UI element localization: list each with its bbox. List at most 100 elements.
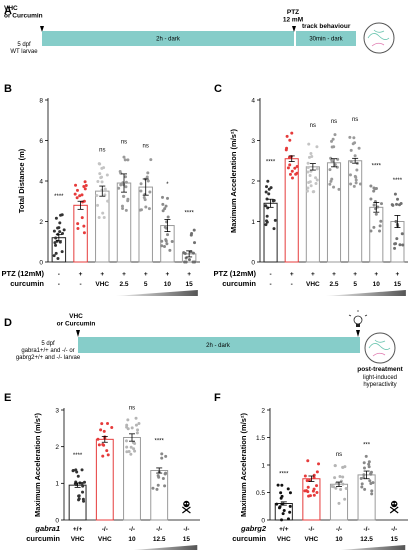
data-point: [160, 452, 164, 456]
data-point: [74, 183, 78, 187]
y-tick-label: 3: [55, 407, 59, 414]
significance-label: ****: [393, 178, 403, 184]
data-point: [276, 483, 280, 487]
data-point: [369, 470, 373, 474]
row-value: 2.5: [119, 281, 128, 288]
data-point: [163, 484, 167, 488]
row-value: -: [291, 281, 293, 288]
data-point: [310, 155, 314, 159]
panel-a-treatment: VHC or Curcumin: [4, 5, 43, 19]
data-point: [190, 232, 194, 236]
row-value: -: [269, 271, 271, 278]
data-point: [367, 462, 371, 466]
data-point: [155, 487, 159, 491]
data-point: [362, 461, 366, 465]
data-point: [82, 231, 86, 235]
data-point: [330, 139, 334, 143]
data-point: [352, 136, 356, 140]
significance-label: ns: [143, 143, 149, 149]
data-point: [349, 182, 353, 186]
row-value: 15: [391, 536, 399, 543]
row-value: +: [311, 271, 315, 278]
data-point: [82, 224, 86, 228]
data-point: [52, 254, 56, 258]
data-point: [83, 180, 87, 184]
data-point: [367, 465, 371, 469]
data-point: [97, 162, 101, 166]
data-point: [395, 202, 399, 206]
data-point: [328, 168, 332, 172]
panel-b-letter: B: [4, 83, 12, 95]
row-value: -/-: [364, 526, 370, 533]
significance-label: ns: [121, 139, 127, 145]
row-label: PTZ (12mM): [1, 269, 44, 278]
data-point: [126, 427, 130, 431]
data-point: [333, 464, 337, 468]
data-point: [135, 431, 139, 435]
panel-d-letter: D: [4, 317, 12, 329]
row-value: 12.5: [153, 536, 166, 543]
data-point: [278, 505, 282, 509]
data-point: [315, 484, 319, 488]
data-point: [126, 158, 130, 162]
skull-icon: [182, 500, 191, 514]
data-point: [52, 229, 56, 233]
panel-a-ptz: PTZ 12 mM: [283, 9, 303, 23]
data-point: [290, 131, 294, 135]
data-point: [286, 166, 290, 170]
data-point: [279, 496, 283, 500]
row-value: -: [269, 281, 271, 288]
data-point: [286, 487, 290, 491]
data-point: [97, 443, 101, 447]
data-point: [348, 135, 352, 139]
data-point: [330, 160, 334, 164]
data-point: [303, 474, 307, 478]
row-value: +: [396, 271, 400, 278]
row-value: +: [332, 271, 336, 278]
data-point: [290, 169, 294, 173]
data-point: [315, 178, 319, 182]
data-point: [330, 177, 334, 181]
significance-label: ****: [266, 160, 276, 166]
data-point: [80, 216, 84, 220]
data-point: [139, 189, 143, 193]
panel-d-arrow-2: [356, 330, 360, 337]
data-point: [332, 185, 336, 189]
panel-a-dark-bar-2: [296, 31, 356, 46]
data-point: [390, 203, 394, 207]
data-point: [312, 487, 316, 491]
data-point: [124, 175, 128, 179]
data-point: [146, 179, 150, 183]
data-point: [379, 219, 383, 223]
panel-a-larvae: 5 dpf WT larvae: [10, 42, 38, 55]
data-point: [309, 184, 313, 188]
row-value: 12.5: [360, 536, 373, 543]
data-point: [71, 468, 75, 472]
row-value: 10: [164, 281, 172, 288]
row-value: -: [58, 271, 60, 278]
data-point: [105, 449, 109, 453]
data-point: [117, 186, 121, 190]
row-value: VHC: [277, 536, 291, 543]
row-value: -: [58, 281, 60, 288]
y-tick-label: 1: [251, 219, 255, 226]
data-point: [99, 428, 103, 432]
data-point: [106, 453, 110, 457]
data-point: [100, 180, 104, 184]
data-point: [166, 196, 170, 200]
data-point: [329, 179, 333, 183]
y-tick-label: 0: [39, 259, 43, 266]
data-point: [102, 215, 106, 219]
data-point: [82, 185, 86, 189]
data-point: [353, 154, 357, 158]
row-value: 15: [394, 281, 402, 288]
data-point: [147, 207, 151, 211]
data-point: [314, 181, 318, 185]
data-point: [307, 181, 311, 185]
data-point: [338, 474, 342, 478]
row-value: -/-: [336, 526, 342, 533]
data-point: [394, 242, 398, 246]
data-point: [96, 180, 100, 184]
data-point: [288, 510, 292, 514]
